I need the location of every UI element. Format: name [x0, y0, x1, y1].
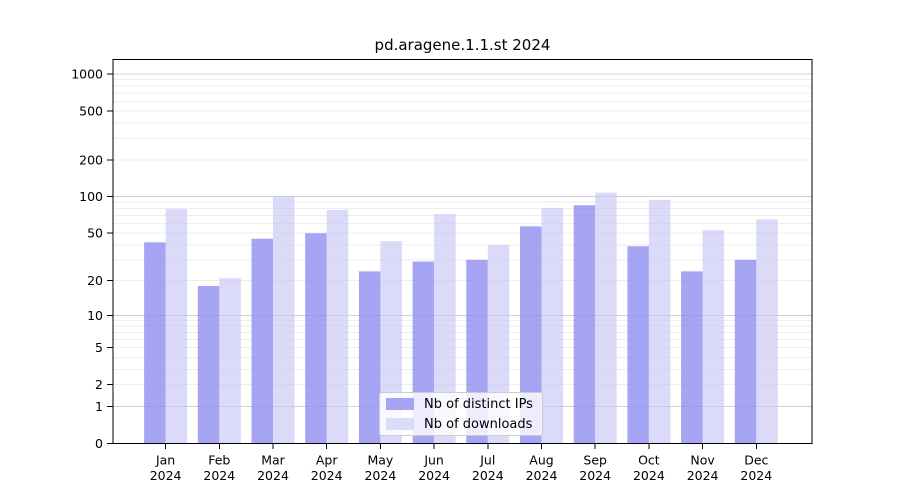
bar-ips-oct: [627, 246, 649, 444]
x-tick-label-year: 2024: [633, 468, 665, 483]
bar-downloads-apr: [326, 209, 349, 444]
x-tick-label-year: 2024: [472, 468, 504, 483]
bar-downloads-jun: [434, 214, 456, 444]
y-tick-label: 1000: [71, 67, 103, 82]
x-tick-label-month: Jan: [155, 453, 175, 468]
bar-downloads-aug: [541, 207, 563, 444]
y-tick-label: 0: [95, 436, 103, 451]
y-tick-label: 2: [95, 377, 103, 392]
x-tick-label-year: 2024: [364, 468, 396, 483]
x-tick-label-month: Mar: [261, 453, 285, 468]
x-tick-label-year: 2024: [150, 468, 182, 483]
legend-label-downloads: Nb of downloads: [424, 416, 533, 432]
x-tick-label-month: Feb: [208, 453, 230, 468]
bar-ips-aug: [520, 226, 542, 444]
x-tick-label-year: 2024: [687, 468, 719, 483]
x-tick-label-month: Dec: [744, 453, 768, 468]
x-tick-label-month: Aug: [529, 453, 553, 468]
x-tick-label-year: 2024: [203, 468, 235, 483]
bar-downloads-sep: [595, 192, 617, 444]
y-tick-label: 500: [79, 104, 103, 119]
bar-ips-nov: [681, 271, 703, 444]
y-tick-label: 100: [79, 189, 103, 204]
y-tick-label: 1: [95, 399, 103, 414]
bar-ips-sep: [573, 205, 596, 444]
x-tick-label-month: May: [367, 453, 393, 468]
x-tick-label-month: Nov: [690, 453, 715, 468]
x-tick-label-year: 2024: [418, 468, 450, 483]
legend-swatch-distinct-ips: [386, 398, 414, 410]
legend-item-downloads: Nb of downloads: [386, 416, 542, 433]
bar-downloads-jan: [165, 209, 188, 444]
x-tick-label-month: Oct: [638, 453, 660, 468]
x-tick-label-year: 2024: [257, 468, 289, 483]
x-tick-label-month: Jul: [479, 453, 495, 468]
y-tick-label: 5: [95, 340, 103, 355]
legend-label-distinct-ips: Nb of distinct IPs: [424, 396, 533, 412]
x-tick-label-year: 2024: [311, 468, 343, 483]
bar-ips-dec: [734, 259, 757, 444]
legend: Nb of distinct IPs Nb of downloads: [379, 392, 543, 436]
bar-downloads-mar: [273, 196, 295, 444]
x-tick-label-month: Sep: [583, 453, 607, 468]
y-tick-label: 200: [79, 152, 103, 167]
bar-ips-jan: [144, 242, 166, 444]
bar-downloads-nov: [702, 230, 725, 444]
chart-title: pd.aragene.1.1.st 2024: [374, 36, 551, 54]
bar-ips-feb: [197, 286, 220, 444]
x-tick-label-year: 2024: [740, 468, 772, 483]
bar-ips-apr: [305, 233, 327, 444]
x-tick-label-month: Jun: [423, 453, 444, 468]
x-tick-label-month: Apr: [316, 453, 338, 468]
legend-swatch-downloads: [386, 418, 414, 430]
y-tick-label: 50: [87, 226, 103, 241]
legend-item-distinct-ips: Nb of distinct IPs: [386, 396, 542, 413]
plot-border: [112, 58, 813, 445]
x-tick-label-year: 2024: [526, 468, 558, 483]
bar-downloads-oct: [648, 199, 671, 444]
x-tick-label-year: 2024: [579, 468, 611, 483]
bar-ips-mar: [251, 238, 273, 444]
y-tick-label: 20: [87, 273, 103, 288]
y-tick-label: 10: [87, 308, 103, 323]
bar-ips-may: [358, 271, 381, 444]
bar-downloads-dec: [756, 219, 778, 444]
bar-downloads-feb: [219, 278, 241, 444]
